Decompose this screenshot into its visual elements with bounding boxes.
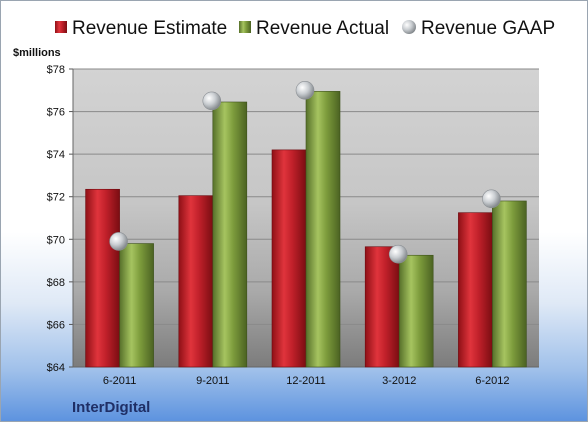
legend-marker-gaap	[402, 20, 416, 34]
legend: Revenue Estimate Revenue Actual Revenue …	[55, 18, 555, 39]
point-revenue-gaap	[482, 189, 501, 209]
bars	[85, 80, 527, 368]
bar-revenue-actual	[492, 200, 527, 368]
legend-label-gaap: Revenue GAAP	[421, 18, 555, 39]
y-tick-label: $74	[47, 149, 65, 161]
x-tick-label: 3-2012	[382, 375, 416, 387]
bar-revenue-estimate	[271, 149, 307, 368]
x-tick-label: 6-2011	[103, 375, 136, 387]
point-revenue-gaap	[109, 232, 128, 251]
legend-swatch-estimate	[55, 21, 67, 33]
brand-logo-text: InterDigital	[72, 399, 150, 416]
x-axis-ticks: 6-2011 9-2011 12-2011 3-2012 6-2012	[103, 375, 510, 387]
x-tick-label: 12-2011	[286, 375, 326, 387]
y-tick-label: $72	[47, 192, 65, 204]
x-tick-label: 9-2011	[196, 375, 229, 387]
bar-revenue-actual	[212, 101, 248, 368]
y-tick-label: $78	[47, 64, 65, 76]
bar-revenue-actual	[119, 243, 154, 368]
bar-revenue-estimate	[458, 212, 493, 368]
y-tick-label: $76	[47, 107, 65, 119]
y-tick-label: $70	[47, 234, 65, 246]
bar-revenue-estimate	[178, 195, 214, 368]
point-revenue-gaap	[202, 91, 222, 111]
bar-revenue-actual	[398, 254, 434, 368]
y-tick-label: $64	[47, 362, 65, 374]
bar-revenue-estimate	[85, 188, 120, 368]
y-axis-unit-label: $millions	[13, 47, 61, 59]
bar-revenue-actual	[305, 91, 341, 368]
legend-label-actual: Revenue Actual	[256, 18, 389, 39]
legend-swatch-actual	[239, 21, 251, 33]
y-tick-label: $68	[47, 277, 65, 289]
point-revenue-gaap	[295, 80, 315, 100]
legend-label-estimate: Revenue Estimate	[72, 18, 227, 39]
x-tick-label: 6-2012	[475, 375, 509, 387]
bar-revenue-estimate	[364, 246, 400, 368]
y-tick-label: $66	[47, 319, 65, 331]
point-revenue-gaap	[388, 244, 408, 264]
